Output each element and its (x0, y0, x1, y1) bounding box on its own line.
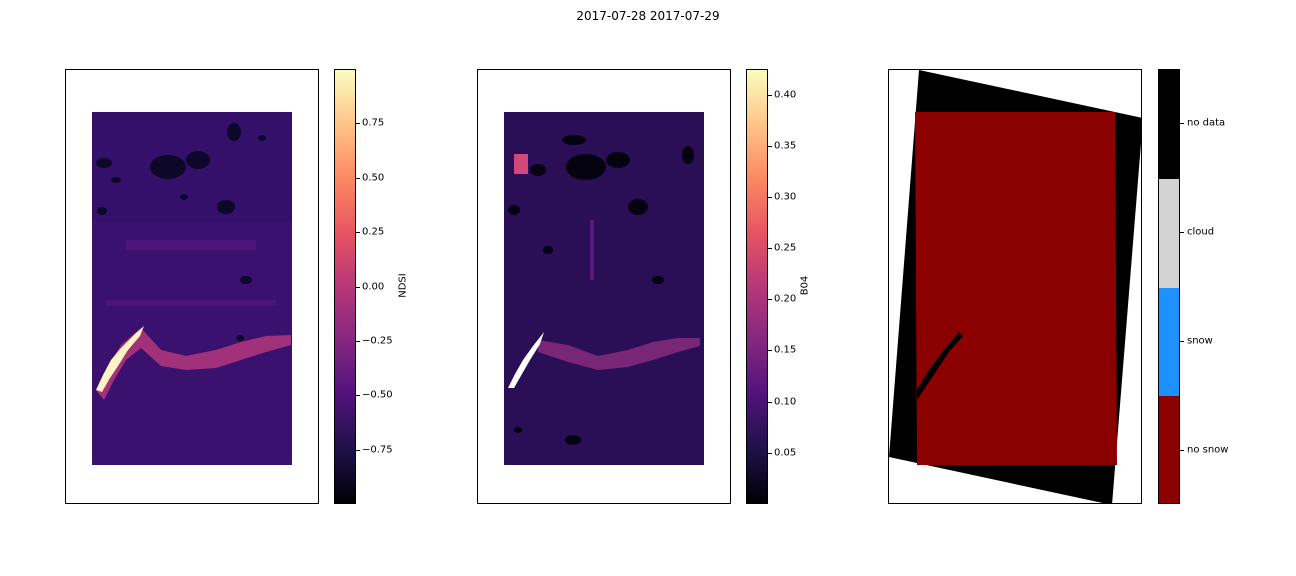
colorbar-tick-mark (356, 395, 360, 397)
colorbar-tick-label: 0.15 (774, 344, 797, 356)
colorbar-tick-label: −0.25 (362, 335, 393, 347)
b04-ridge (538, 338, 700, 370)
class-label: no data (1187, 117, 1226, 129)
colorbar-tick-label: 0.75 (362, 117, 385, 129)
colorbar-tick-label: 0.10 (774, 396, 797, 408)
colorbar-tick-label: 0.25 (774, 242, 797, 254)
colorbar-tick-label: 0.40 (774, 89, 797, 101)
colorbar-tick-mark (768, 248, 772, 250)
ndsi-bright-feature (96, 326, 144, 392)
colorbar-tick-label: 0.35 (774, 140, 797, 152)
ndsi-colorbar-label: NDSI (397, 273, 409, 298)
colorbar-tick-mark (768, 401, 772, 403)
colorbar-tick-mark (768, 299, 772, 301)
colorbar-tick-mark (768, 145, 772, 147)
colorbar-tick-mark (356, 449, 360, 451)
class-swatch-no-data (1159, 70, 1179, 179)
snow-shadow-feature (917, 332, 963, 400)
b04-image (504, 112, 704, 465)
class-tick-mark (1180, 232, 1184, 234)
colorbar-tick-mark (356, 340, 360, 342)
class-swatch-cloud (1159, 178, 1179, 288)
figure-title: 2017-07-28 2017-07-29 (576, 9, 720, 23)
ndsi-colorbar (334, 69, 356, 504)
colorbar-tick-label: 0.30 (774, 191, 797, 203)
ndsi-ridge (96, 328, 291, 400)
colorbar-tick-label: −0.75 (362, 444, 393, 456)
colorbar-tick-mark (768, 94, 772, 96)
snow-map (888, 69, 1142, 504)
class-tick-mark (1180, 123, 1184, 125)
b04-bright-feature (508, 332, 544, 388)
ndsi-water-bodies (96, 123, 266, 341)
b04-bright-patch (514, 154, 528, 174)
b04-colorbar-label: B04 (799, 275, 811, 296)
colorbar-tick-mark (356, 286, 360, 288)
ndsi-map (65, 69, 319, 504)
colorbar-tick-label: 0.20 (774, 293, 797, 305)
class-label: no snow (1187, 444, 1229, 456)
colorbar-tick-label: 0.25 (362, 226, 385, 238)
colorbar-tick-mark (768, 196, 772, 198)
colorbar-tick-label: −0.50 (362, 389, 393, 401)
class-label: snow (1187, 335, 1213, 347)
colorbar-tick-mark (768, 452, 772, 454)
class-swatch-snow (1159, 287, 1179, 397)
b04-water-bodies (508, 135, 694, 445)
class-swatch-no-snow (1159, 396, 1179, 503)
class-tick-mark (1180, 340, 1184, 342)
colorbar-tick-mark (768, 350, 772, 352)
colorbar-tick-mark (356, 123, 360, 125)
colorbar-tick-label: 0.05 (774, 447, 797, 459)
snow-class-colorbar (1158, 69, 1180, 504)
b04-colorbar (746, 69, 768, 504)
colorbar-tick-label: 0.00 (362, 281, 385, 292)
snow-no-snow-area (915, 112, 1117, 465)
colorbar-tick-label: 0.50 (362, 172, 385, 184)
class-label: cloud (1187, 226, 1215, 238)
b04-map (477, 69, 731, 504)
colorbar-tick-mark (356, 232, 360, 234)
snow-image (889, 70, 1141, 503)
ndsi-image (92, 112, 292, 465)
class-tick-mark (1180, 449, 1184, 451)
colorbar-tick-mark (356, 177, 360, 179)
